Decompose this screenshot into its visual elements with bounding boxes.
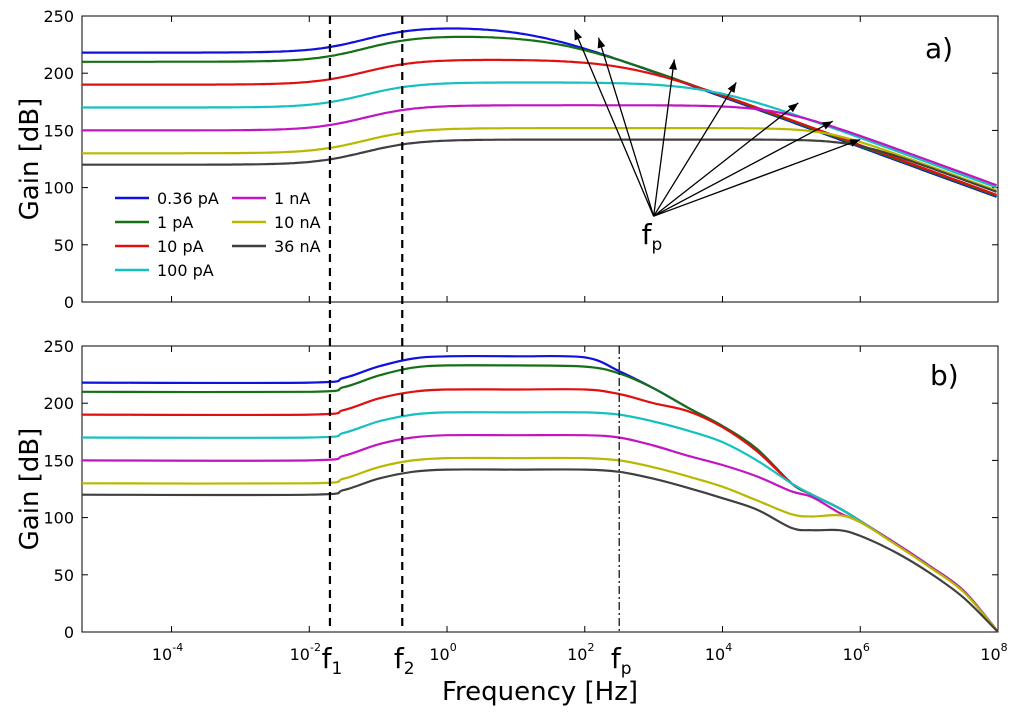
panel-a-series-line — [82, 81, 997, 189]
y-tick-label: 250 — [43, 7, 74, 26]
fp-arrow-head — [597, 37, 606, 49]
fp-top-label: fp — [642, 218, 663, 255]
vline-label: f1 — [322, 642, 343, 679]
fp-arrow-head — [821, 121, 833, 130]
panel-a-tag: a) — [925, 32, 953, 65]
panel-b-ylabel: Gain [dB] — [15, 428, 45, 551]
fp-arrow-head — [574, 29, 583, 41]
fp-arrow-head — [787, 102, 799, 113]
panel-a-ylabel: Gain [dB] — [15, 98, 45, 221]
fp-arrow-shaft — [597, 37, 655, 217]
fp-arrow-head — [849, 139, 861, 147]
fp-arrow-head — [669, 59, 677, 70]
fp-arrow-shaft — [653, 102, 799, 217]
y-tick-label: 0 — [64, 293, 74, 312]
panel-a-series-line — [82, 27, 997, 198]
y-tick-label: 150 — [43, 451, 74, 470]
y-tick-label: 100 — [43, 179, 74, 198]
y-tick-label: 200 — [43, 64, 74, 83]
y-tick-label: 150 — [43, 121, 74, 140]
fp-arrow-shaft — [653, 120, 834, 217]
fp-arrow-shaft — [653, 138, 861, 217]
x-tick-label: 108 — [980, 641, 1007, 664]
vline-label: f2 — [394, 642, 415, 679]
y-tick-label: 200 — [43, 394, 74, 413]
legend-label: 10 pA — [157, 237, 204, 256]
panel-b-frame — [81, 345, 999, 633]
x-tick-label: 106 — [843, 641, 870, 664]
fp-bottom-label: fp — [611, 642, 632, 679]
panel-a-series-line — [82, 104, 997, 187]
legend-label: 1 pA — [157, 213, 193, 232]
panel-b-series-line — [81, 433, 999, 633]
x-tick-label: 102 — [567, 641, 594, 664]
fp-arrow-shaft — [652, 59, 675, 217]
x-axis-label: Frequency [Hz] — [442, 677, 638, 707]
y-tick-label: 100 — [43, 509, 74, 528]
y-tick-label: 0 — [64, 623, 74, 642]
legend: 0.36 pA 1 pA 10 pA 100 pA 1 nA 10 nA 36 nA — [115, 189, 321, 280]
x-tick-label: 10-4 — [152, 641, 183, 664]
panel-b-series-line — [81, 456, 999, 633]
y-tick-label: 50 — [54, 236, 74, 255]
panel-b-series-line — [81, 468, 999, 633]
x-tick-label: 104 — [705, 641, 732, 664]
legend-label: 0.36 pA — [157, 189, 219, 208]
legend-label: 1 nA — [274, 189, 310, 208]
fp-arrow-shaft — [573, 29, 655, 217]
y-tick-label: 250 — [43, 337, 74, 356]
panel-b-series-line — [81, 364, 999, 633]
legend-label: 36 nA — [274, 237, 321, 256]
y-tick-label: 50 — [54, 566, 74, 585]
legend-label: 100 pA — [157, 261, 214, 280]
panel-a-series-line — [82, 127, 997, 192]
panel-b-tag: b) — [930, 359, 959, 392]
x-tick-label: 10-2 — [290, 641, 321, 664]
x-tick-label: 100 — [429, 641, 456, 664]
fp-arrow-head — [727, 82, 737, 93]
panel-a-series-line — [82, 58, 997, 196]
legend-label: 10 nA — [274, 213, 321, 232]
panel-b-series-line — [81, 388, 999, 633]
panel-a-series-line — [82, 138, 997, 193]
panel-a-frame — [81, 15, 999, 303]
fp-arrow-shaft — [653, 82, 737, 217]
